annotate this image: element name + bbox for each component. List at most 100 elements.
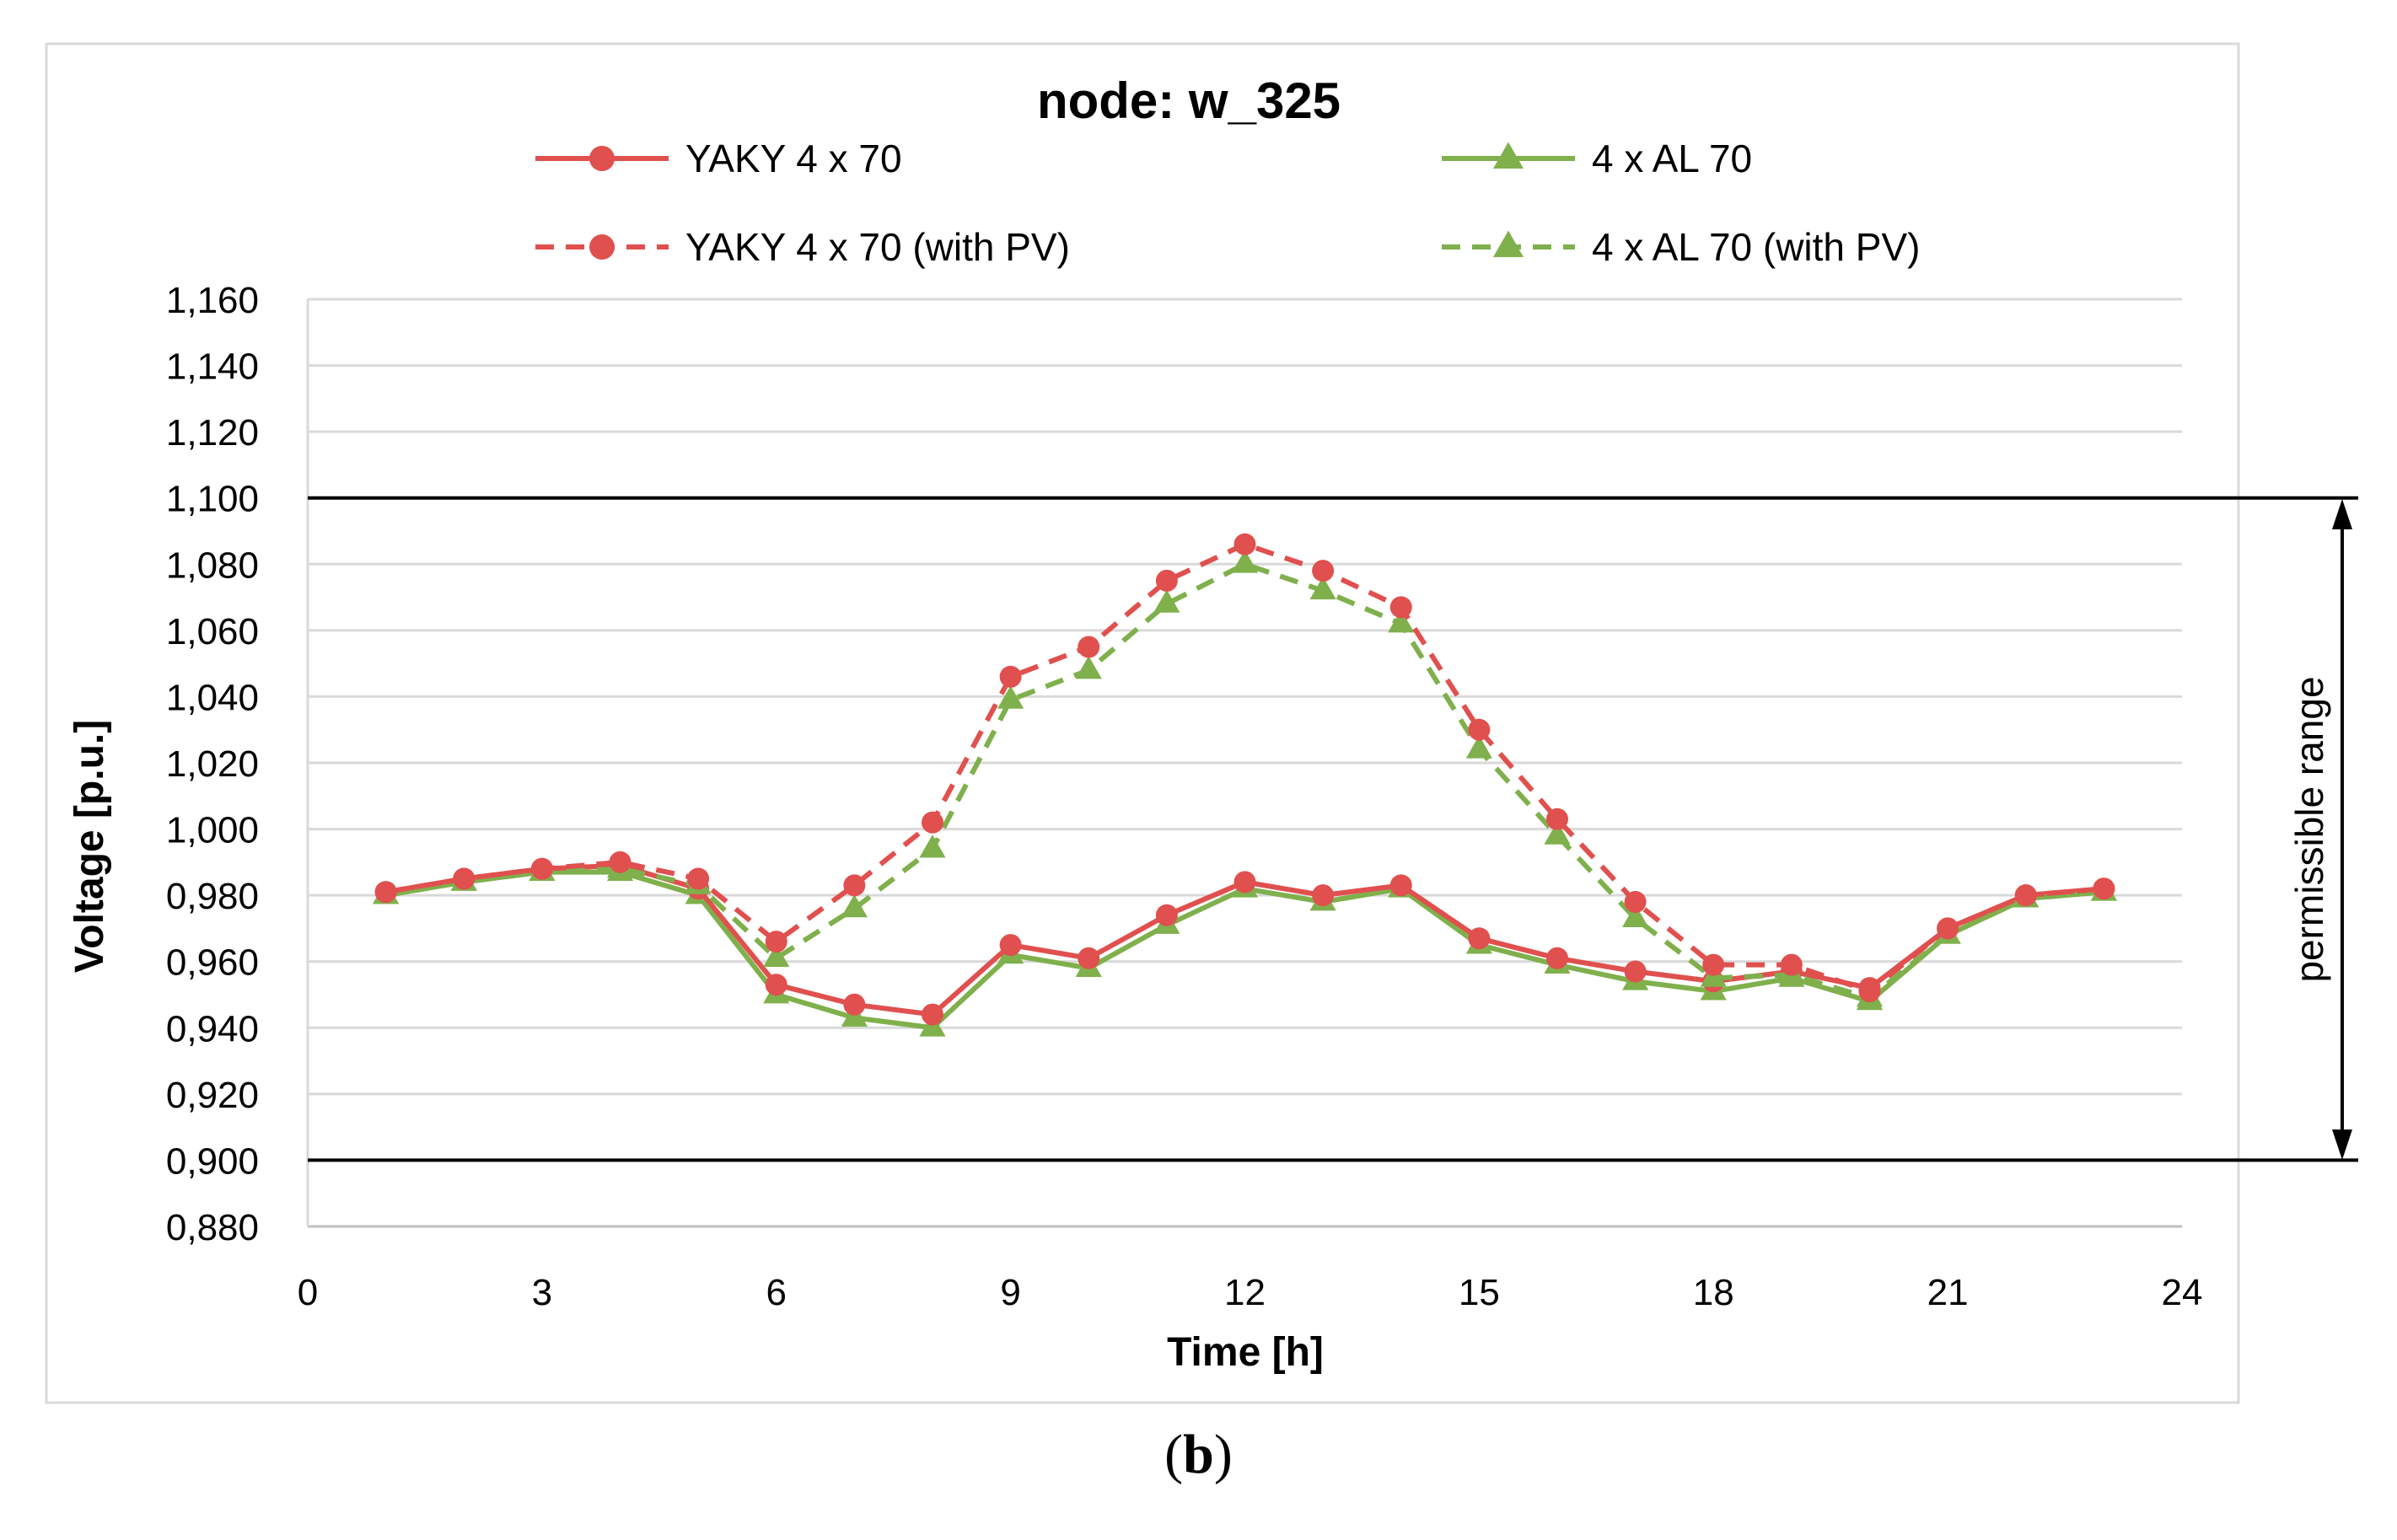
legend-item: 4 x AL 70 (1442, 137, 1752, 180)
data-point (1858, 980, 1881, 1003)
data-point (843, 993, 866, 1016)
x-tick-label: 24 (2162, 1272, 2203, 1313)
y-tick-label: 1,020 (166, 743, 259, 785)
data-point (997, 685, 1024, 709)
data-point (765, 974, 787, 996)
data-point (1468, 718, 1491, 741)
data-point (1078, 947, 1100, 969)
y-tick-label: 1,080 (166, 545, 259, 586)
data-point (999, 665, 1022, 688)
data-point (1231, 550, 1259, 573)
x-tick-label: 3 (532, 1272, 552, 1313)
legend-item: 4 x AL 70 (with PV) (1442, 225, 1920, 269)
x-axis-label: Time [h] (1167, 1330, 1324, 1375)
data-point (1624, 960, 1647, 983)
data-point (1312, 560, 1335, 582)
data-point (919, 834, 946, 858)
legend-item: YAKY 4 x 70 (535, 137, 902, 180)
y-tick-label: 1,060 (166, 611, 259, 652)
data-point (2014, 884, 2037, 907)
y-tick-label: 0,880 (166, 1207, 259, 1248)
y-tick-label: 0,900 (166, 1140, 259, 1182)
data-point (1493, 230, 1524, 257)
data-point (843, 874, 866, 897)
y-axis-tick-labels: 0,880 0,900 0,920 0,940 0,960 0,980 1,000 1,020… (166, 280, 259, 1248)
data-point (1155, 904, 1178, 926)
data-point (1468, 927, 1491, 950)
data-point (1075, 656, 1102, 679)
data-point (922, 811, 943, 834)
data-point (922, 1003, 943, 1026)
y-axis-label: Voltage [p.u.] (67, 720, 112, 973)
data-point (763, 943, 790, 968)
legend-label: YAKY 4 x 70 (685, 137, 902, 180)
caption-letter: b (1183, 1424, 1214, 1485)
caption-open-paren: ( (1164, 1424, 1184, 1485)
x-axis-tick-labels: 0 3 6 9 12 15 18 21 24 (298, 1272, 2203, 1313)
y-tick-label: 1,140 (166, 346, 259, 388)
legend-label: 4 x AL 70 (1592, 137, 1752, 180)
y-tick-label: 0,980 (166, 876, 259, 917)
data-point (1389, 874, 1412, 897)
legend-item: YAKY 4 x 70 (with PV) (535, 225, 1070, 269)
data-point (1312, 884, 1335, 907)
x-tick-label: 18 (1693, 1272, 1734, 1313)
x-tick-label: 12 (1224, 1272, 1266, 1313)
permissible-range-label: permissible range (2287, 676, 2331, 982)
data-point (841, 893, 868, 918)
data-point (1937, 917, 1959, 940)
x-tick-label: 21 (1927, 1272, 1969, 1313)
data-point (1389, 596, 1412, 619)
data-point (2093, 877, 2115, 900)
data-point (1624, 891, 1647, 913)
data-point (374, 881, 397, 904)
figure-caption: (b) (0, 1423, 2397, 1487)
data-point (1780, 953, 1803, 976)
data-point (589, 234, 615, 260)
y-tick-label: 1,040 (166, 677, 259, 718)
data-point (999, 934, 1022, 957)
data-point (589, 146, 615, 171)
data-point (1078, 636, 1100, 658)
data-point (609, 850, 631, 873)
series-line (385, 561, 2104, 1001)
chart-area-border (45, 42, 2240, 1404)
data-point (1153, 589, 1180, 613)
data-point (453, 867, 476, 890)
data-point (765, 931, 787, 953)
gridlines (306, 298, 2182, 1228)
y-tick-label: 0,920 (166, 1075, 259, 1116)
chart-title: node: w_325 (1037, 72, 1341, 129)
data-point (1622, 904, 1649, 928)
legend-label: YAKY 4 x 70 (with PV) (685, 225, 1070, 269)
data-point (1388, 609, 1415, 633)
limit-lines (308, 496, 2358, 1162)
data-point (1546, 808, 1568, 830)
data-point (1493, 142, 1524, 169)
legend-label: 4 x AL 70 (with PV) (1592, 225, 1920, 269)
data-point (530, 857, 553, 880)
data-point (1309, 576, 1336, 600)
y-tick-label: 1,100 (166, 479, 259, 520)
data-point (1544, 821, 1571, 845)
legend: YAKY 4 x 70 4 x AL 70 YAKY 4 x 70 (with PV… (535, 137, 1920, 269)
data-point (1155, 569, 1178, 592)
series-layer (373, 533, 2117, 1037)
data-point (1233, 871, 1256, 893)
y-tick-label: 1,120 (166, 412, 259, 453)
caption-close-paren: ) (1213, 1424, 1233, 1485)
data-point (1546, 947, 1568, 969)
data-point (1702, 953, 1725, 976)
data-point (687, 867, 710, 890)
y-tick-label: 0,960 (166, 942, 259, 984)
y-tick-label: 1,160 (166, 280, 259, 321)
y-tick-label: 0,940 (166, 1008, 259, 1049)
x-tick-label: 15 (1459, 1272, 1500, 1313)
series-yaky-4-x-70-with-pv (374, 533, 2115, 1003)
x-tick-label: 9 (1000, 1272, 1020, 1313)
x-tick-label: 6 (766, 1272, 787, 1313)
y-tick-label: 1,000 (166, 810, 259, 851)
data-point (1465, 735, 1492, 759)
x-tick-label: 0 (298, 1272, 318, 1313)
